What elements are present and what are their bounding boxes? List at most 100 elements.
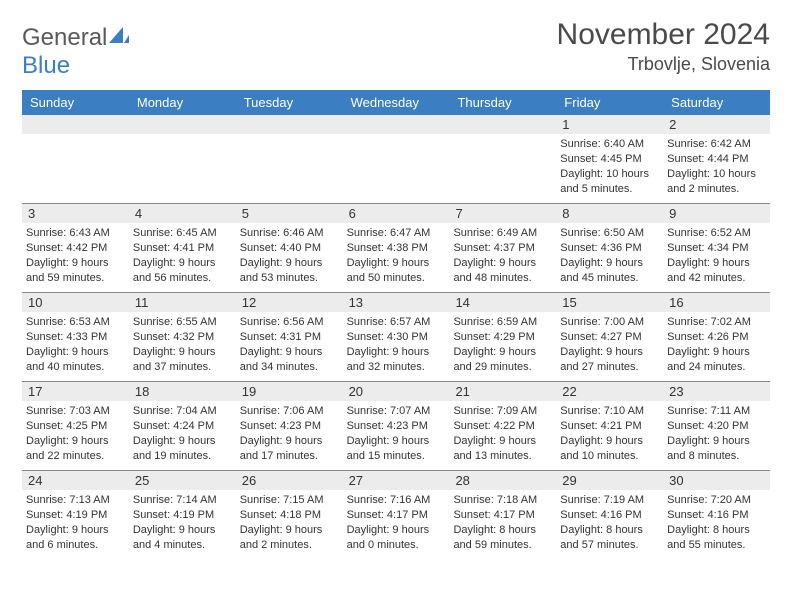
day-number: 8 [556, 204, 663, 223]
sunrise-text: Sunrise: 6:57 AM [347, 315, 446, 330]
day-details: Sunrise: 7:07 AMSunset: 4:23 PMDaylight:… [343, 401, 450, 467]
sunrise-text: Sunrise: 6:55 AM [133, 315, 232, 330]
sunset-text: Sunset: 4:29 PM [453, 330, 552, 345]
calendar-day: 22Sunrise: 7:10 AMSunset: 4:21 PMDayligh… [556, 382, 663, 470]
calendar-page: GeneralBlue November 2024 Trbovlje, Slov… [0, 0, 792, 569]
calendar-day: 12Sunrise: 6:56 AMSunset: 4:31 PMDayligh… [236, 293, 343, 381]
sunset-text: Sunset: 4:33 PM [26, 330, 125, 345]
sunset-text: Sunset: 4:34 PM [667, 241, 766, 256]
sunrise-text: Sunrise: 7:16 AM [347, 493, 446, 508]
day-details: Sunrise: 7:18 AMSunset: 4:17 PMDaylight:… [449, 490, 556, 556]
calendar-day-empty [449, 115, 556, 203]
sunset-text: Sunset: 4:36 PM [560, 241, 659, 256]
day-number [129, 115, 236, 134]
calendar-day: 25Sunrise: 7:14 AMSunset: 4:19 PMDayligh… [129, 471, 236, 559]
day-details: Sunrise: 7:11 AMSunset: 4:20 PMDaylight:… [663, 401, 770, 467]
day-details: Sunrise: 6:50 AMSunset: 4:36 PMDaylight:… [556, 223, 663, 289]
daylight-text: Daylight: 9 hours and 13 minutes. [453, 434, 552, 464]
daylight-text: Daylight: 9 hours and 42 minutes. [667, 256, 766, 286]
day-details: Sunrise: 6:55 AMSunset: 4:32 PMDaylight:… [129, 312, 236, 378]
calendar-day: 10Sunrise: 6:53 AMSunset: 4:33 PMDayligh… [22, 293, 129, 381]
calendar-day: 18Sunrise: 7:04 AMSunset: 4:24 PMDayligh… [129, 382, 236, 470]
daylight-text: Daylight: 9 hours and 48 minutes. [453, 256, 552, 286]
calendar: Sunday Monday Tuesday Wednesday Thursday… [22, 90, 770, 559]
daylight-text: Daylight: 8 hours and 57 minutes. [560, 523, 659, 553]
sunrise-text: Sunrise: 6:47 AM [347, 226, 446, 241]
sunset-text: Sunset: 4:23 PM [347, 419, 446, 434]
sunrise-text: Sunrise: 6:59 AM [453, 315, 552, 330]
sunrise-text: Sunrise: 6:56 AM [240, 315, 339, 330]
daylight-text: Daylight: 9 hours and 10 minutes. [560, 434, 659, 464]
daylight-text: Daylight: 9 hours and 19 minutes. [133, 434, 232, 464]
day-details: Sunrise: 6:49 AMSunset: 4:37 PMDaylight:… [449, 223, 556, 289]
daylight-text: Daylight: 9 hours and 17 minutes. [240, 434, 339, 464]
logo-text: GeneralBlue [22, 24, 129, 80]
day-details: Sunrise: 7:15 AMSunset: 4:18 PMDaylight:… [236, 490, 343, 556]
day-number: 25 [129, 471, 236, 490]
page-header: GeneralBlue November 2024 Trbovlje, Slov… [22, 18, 770, 80]
day-header-fri: Friday [556, 90, 663, 115]
sunset-text: Sunset: 4:30 PM [347, 330, 446, 345]
calendar-day-empty [22, 115, 129, 203]
day-details: Sunrise: 7:10 AMSunset: 4:21 PMDaylight:… [556, 401, 663, 467]
calendar-day: 6Sunrise: 6:47 AMSunset: 4:38 PMDaylight… [343, 204, 450, 292]
sunset-text: Sunset: 4:40 PM [240, 241, 339, 256]
sunset-text: Sunset: 4:42 PM [26, 241, 125, 256]
day-header-wed: Wednesday [343, 90, 450, 115]
daylight-text: Daylight: 9 hours and 15 minutes. [347, 434, 446, 464]
day-header-sat: Saturday [663, 90, 770, 115]
calendar-body: 1Sunrise: 6:40 AMSunset: 4:45 PMDaylight… [22, 115, 770, 559]
sunrise-text: Sunrise: 6:40 AM [560, 137, 659, 152]
sunrise-text: Sunrise: 7:19 AM [560, 493, 659, 508]
day-details: Sunrise: 7:19 AMSunset: 4:16 PMDaylight:… [556, 490, 663, 556]
sunset-text: Sunset: 4:23 PM [240, 419, 339, 434]
sunset-text: Sunset: 4:16 PM [560, 508, 659, 523]
location: Trbovlje, Slovenia [557, 54, 770, 75]
day-number: 18 [129, 382, 236, 401]
day-number: 9 [663, 204, 770, 223]
sunset-text: Sunset: 4:32 PM [133, 330, 232, 345]
day-number: 14 [449, 293, 556, 312]
sunrise-text: Sunrise: 7:14 AM [133, 493, 232, 508]
calendar-day: 8Sunrise: 6:50 AMSunset: 4:36 PMDaylight… [556, 204, 663, 292]
day-number: 29 [556, 471, 663, 490]
sunrise-text: Sunrise: 7:06 AM [240, 404, 339, 419]
day-details: Sunrise: 7:04 AMSunset: 4:24 PMDaylight:… [129, 401, 236, 467]
calendar-day: 29Sunrise: 7:19 AMSunset: 4:16 PMDayligh… [556, 471, 663, 559]
calendar-week: 17Sunrise: 7:03 AMSunset: 4:25 PMDayligh… [22, 381, 770, 470]
day-details: Sunrise: 6:57 AMSunset: 4:30 PMDaylight:… [343, 312, 450, 378]
logo-text-blue: Blue [22, 52, 70, 79]
sunrise-text: Sunrise: 7:04 AM [133, 404, 232, 419]
sunset-text: Sunset: 4:19 PM [26, 508, 125, 523]
day-number: 26 [236, 471, 343, 490]
day-details: Sunrise: 6:45 AMSunset: 4:41 PMDaylight:… [129, 223, 236, 289]
calendar-day: 4Sunrise: 6:45 AMSunset: 4:41 PMDaylight… [129, 204, 236, 292]
calendar-day: 11Sunrise: 6:55 AMSunset: 4:32 PMDayligh… [129, 293, 236, 381]
sunset-text: Sunset: 4:16 PM [667, 508, 766, 523]
sunrise-text: Sunrise: 7:13 AM [26, 493, 125, 508]
logo-text-gray: General [22, 24, 107, 51]
daylight-text: Daylight: 9 hours and 45 minutes. [560, 256, 659, 286]
day-number: 13 [343, 293, 450, 312]
day-details: Sunrise: 6:40 AMSunset: 4:45 PMDaylight:… [556, 134, 663, 200]
day-header-thu: Thursday [449, 90, 556, 115]
logo: GeneralBlue [22, 24, 129, 80]
sunset-text: Sunset: 4:21 PM [560, 419, 659, 434]
daylight-text: Daylight: 9 hours and 40 minutes. [26, 345, 125, 375]
day-number: 10 [22, 293, 129, 312]
day-details: Sunrise: 7:03 AMSunset: 4:25 PMDaylight:… [22, 401, 129, 467]
day-details: Sunrise: 6:53 AMSunset: 4:33 PMDaylight:… [22, 312, 129, 378]
day-number: 6 [343, 204, 450, 223]
title-block: November 2024 Trbovlje, Slovenia [557, 18, 770, 75]
daylight-text: Daylight: 8 hours and 55 minutes. [667, 523, 766, 553]
daylight-text: Daylight: 9 hours and 2 minutes. [240, 523, 339, 553]
day-details: Sunrise: 7:13 AMSunset: 4:19 PMDaylight:… [22, 490, 129, 556]
day-number: 7 [449, 204, 556, 223]
sunrise-text: Sunrise: 7:02 AM [667, 315, 766, 330]
day-number: 19 [236, 382, 343, 401]
sunset-text: Sunset: 4:41 PM [133, 241, 232, 256]
sunrise-text: Sunrise: 7:07 AM [347, 404, 446, 419]
calendar-day: 28Sunrise: 7:18 AMSunset: 4:17 PMDayligh… [449, 471, 556, 559]
sunrise-text: Sunrise: 7:03 AM [26, 404, 125, 419]
sunset-text: Sunset: 4:24 PM [133, 419, 232, 434]
